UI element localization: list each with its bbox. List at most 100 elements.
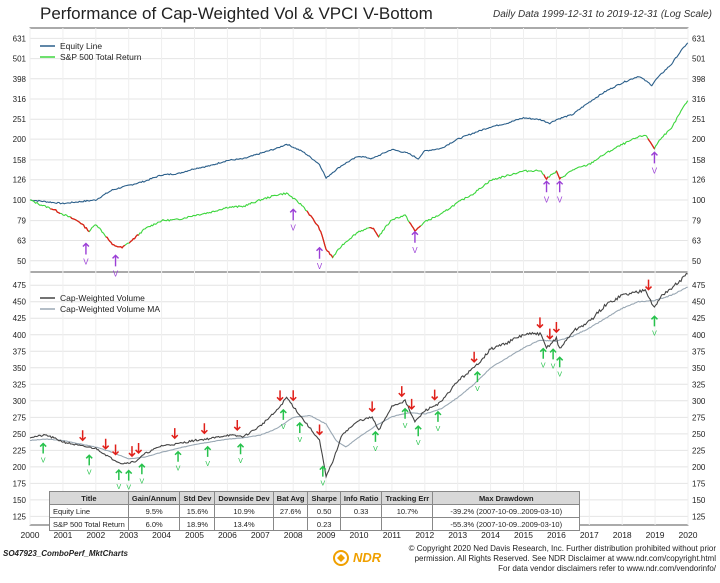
legend-equity-line: Equity Line bbox=[60, 41, 102, 51]
sell-arrow bbox=[289, 390, 297, 402]
bot-ytick-left: 225 bbox=[13, 446, 27, 455]
bot-ytick-left: 250 bbox=[13, 430, 27, 439]
col-maxdd: Max Drawdown bbox=[432, 491, 581, 505]
top-ytick-left: 50 bbox=[17, 257, 26, 266]
v-bottom-label: V bbox=[83, 258, 89, 267]
volume-ma-series bbox=[30, 286, 688, 460]
top-legend: Equity Line S&P 500 Total Return bbox=[40, 41, 142, 62]
col-batavg: Bat Avg bbox=[272, 491, 309, 505]
sp500-bear-segment bbox=[555, 170, 562, 180]
stats-table: Title Gain/Annum Std Dev Downside Dev Ba… bbox=[49, 491, 581, 531]
bot-ytick-left: 275 bbox=[13, 413, 27, 422]
buy-arrow bbox=[279, 408, 287, 420]
top-ytick-right: 251 bbox=[692, 115, 706, 124]
top-ytick-left: 126 bbox=[13, 176, 27, 185]
xtick-label: 2005 bbox=[185, 530, 204, 540]
sp500-bear-segment bbox=[543, 174, 549, 181]
ndr-brand: NDR bbox=[353, 550, 382, 565]
sell-arrow bbox=[368, 401, 376, 413]
copyright-line-3: For data vendor disclaimers refer to www… bbox=[498, 564, 716, 573]
xtick-label: 2000 bbox=[21, 530, 40, 540]
buy-arrow bbox=[401, 407, 409, 419]
v-bottom-label: V bbox=[652, 166, 658, 175]
buy-v-label: V bbox=[281, 424, 286, 431]
equity-line-series bbox=[30, 42, 689, 205]
xtick-label: 2002 bbox=[86, 530, 105, 540]
xtick-label: 2016 bbox=[547, 530, 566, 540]
xtick-label: 2006 bbox=[218, 530, 237, 540]
buy-v-label: V bbox=[140, 478, 145, 485]
table-row: S&P 500 Total Return 6.0% 18.9% 13.4% 0.… bbox=[49, 517, 581, 531]
buy-v-label: V bbox=[126, 485, 131, 492]
top-ytick-right: 158 bbox=[692, 156, 706, 165]
buy-v-label: V bbox=[403, 423, 408, 430]
buy-arrow bbox=[39, 442, 47, 454]
sell-arrow bbox=[470, 351, 478, 363]
cell: 0.23 bbox=[307, 517, 341, 531]
top-ytick-right: 501 bbox=[692, 55, 706, 64]
buy-v-label: V bbox=[320, 481, 325, 488]
bot-ytick-right: 300 bbox=[692, 397, 706, 406]
buy-v-label: V bbox=[475, 386, 480, 393]
sp500-bear-segment bbox=[105, 236, 126, 249]
buy-arrow bbox=[296, 421, 304, 433]
buy-v-label: V bbox=[416, 440, 421, 447]
v-bottom-arrow bbox=[82, 242, 90, 255]
sell-arrow bbox=[128, 446, 136, 458]
buy-arrow bbox=[434, 410, 442, 422]
bot-ytick-left: 425 bbox=[13, 314, 27, 323]
sell-arrow bbox=[408, 398, 416, 410]
bot-ytick-right: 450 bbox=[692, 298, 706, 307]
sell-arrow bbox=[233, 419, 241, 432]
top-ytick-right: 79 bbox=[692, 217, 701, 226]
buy-v-label: V bbox=[87, 469, 92, 476]
buy-arrow bbox=[174, 450, 182, 462]
top-ytick-left: 398 bbox=[13, 75, 27, 84]
buy-v-label: V bbox=[238, 458, 243, 465]
bot-ytick-left: 450 bbox=[13, 298, 27, 307]
v-bottom-label: V bbox=[113, 269, 119, 278]
copyright-line-2: permission. All Rights Reserved. See NDR… bbox=[414, 554, 716, 563]
xtick-label: 2019 bbox=[646, 530, 665, 540]
top-ytick-right: 316 bbox=[692, 95, 706, 104]
bot-ytick-left: 150 bbox=[13, 496, 27, 505]
bot-ytick-left: 350 bbox=[13, 364, 27, 373]
buy-arrow bbox=[556, 356, 564, 368]
sell-arrow bbox=[536, 317, 544, 329]
buy-arrow bbox=[473, 371, 481, 383]
bot-ytick-left: 375 bbox=[13, 347, 27, 356]
table-row: Equity Line 9.5% 15.6% 10.9% 27.6% 0.50 … bbox=[49, 504, 581, 518]
xtick-label: 2018 bbox=[613, 530, 632, 540]
cell: S&P 500 Total Return bbox=[49, 517, 129, 531]
sell-arrow bbox=[315, 424, 324, 436]
sell-arrow bbox=[644, 279, 653, 291]
buy-arrow bbox=[204, 445, 212, 457]
cell bbox=[339, 517, 383, 531]
buy-v-label: V bbox=[373, 446, 378, 453]
top-ytick-left: 631 bbox=[13, 34, 27, 43]
top-ytick-right: 126 bbox=[692, 176, 706, 185]
top-ytick-right: 100 bbox=[692, 196, 706, 205]
bot-ytick-right: 375 bbox=[692, 347, 706, 356]
buy-v-label: V bbox=[205, 461, 210, 468]
xtick-label: 2008 bbox=[284, 530, 303, 540]
xtick-label: 2003 bbox=[119, 530, 138, 540]
v-bottom-label: V bbox=[557, 195, 563, 204]
top-ytick-right: 631 bbox=[692, 34, 706, 43]
top-ytick-right: 50 bbox=[692, 257, 701, 266]
bot-ytick-right: 325 bbox=[692, 380, 706, 389]
v-bottom-label: V bbox=[544, 195, 550, 204]
bot-ytick-right: 350 bbox=[692, 364, 706, 373]
top-ytick-left: 79 bbox=[17, 217, 26, 226]
buy-arrow bbox=[414, 425, 422, 437]
buy-arrow bbox=[371, 430, 379, 442]
cell bbox=[381, 517, 434, 531]
chart-code: SO47923_ComboPerf_MktCharts bbox=[3, 549, 128, 558]
buy-v-label: V bbox=[652, 330, 657, 337]
bot-ytick-right: 200 bbox=[692, 463, 706, 472]
bot-ytick-right: 175 bbox=[692, 479, 706, 488]
top-ytick-right: 200 bbox=[692, 135, 706, 144]
legend-cap-weighted-volume: Cap-Weighted Volume bbox=[60, 293, 145, 303]
col-downside: Downside Dev bbox=[214, 491, 274, 505]
xtick-label: 2015 bbox=[514, 530, 533, 540]
